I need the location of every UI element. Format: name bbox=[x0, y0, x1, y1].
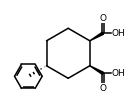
Text: OH: OH bbox=[112, 29, 126, 38]
Polygon shape bbox=[90, 32, 104, 41]
Text: O: O bbox=[99, 14, 106, 23]
Text: OH: OH bbox=[112, 69, 126, 78]
Text: O: O bbox=[99, 84, 106, 93]
Polygon shape bbox=[90, 66, 104, 74]
